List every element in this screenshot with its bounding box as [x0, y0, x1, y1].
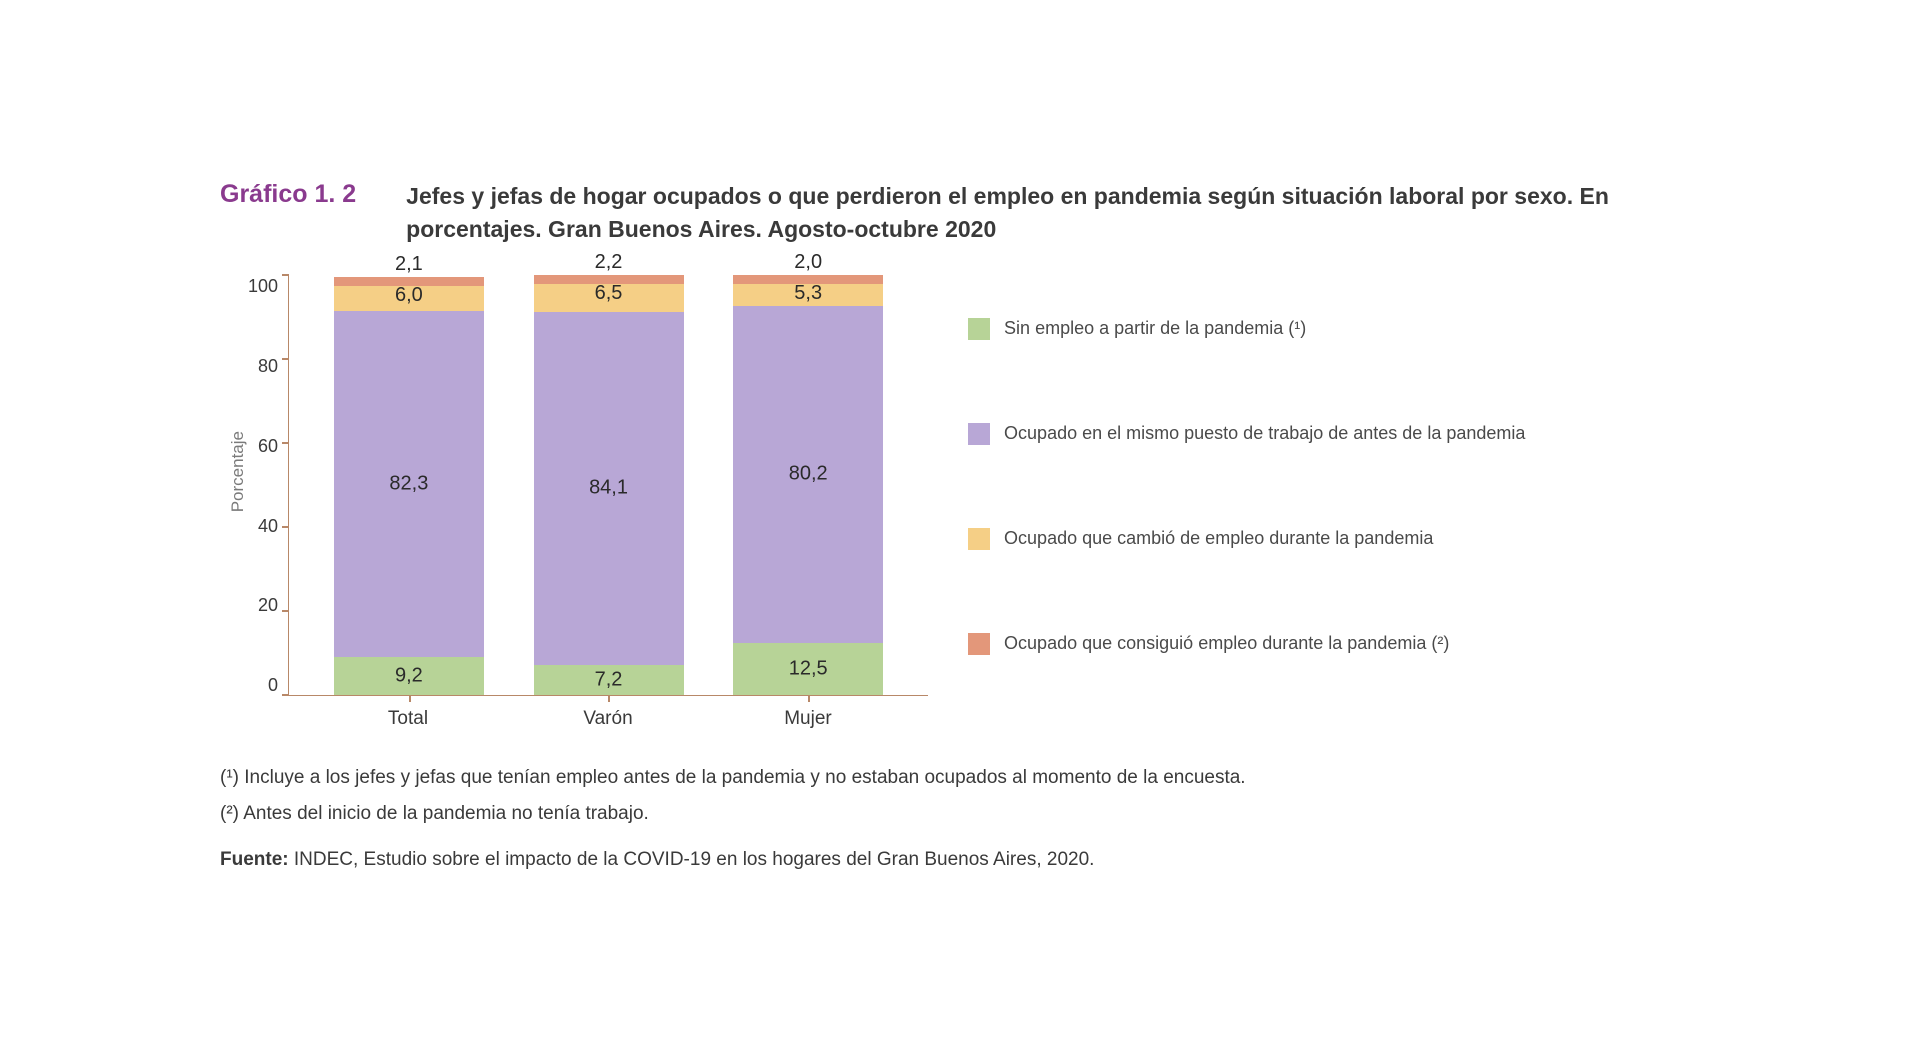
- footnotes: (¹) Incluye a los jefes y jefas que tení…: [220, 760, 1700, 878]
- plot-area: 9,2 82,3 6,02,1 7,2 84,1 6,52,2 12,5 80,2 5,32,0: [288, 276, 928, 696]
- legend-label: Ocupado que cambió de empleo durante la …: [1004, 528, 1433, 549]
- bar-column: 12,5 80,2 5,32,0: [733, 275, 883, 695]
- chart-left: Porcentaje 100 80 60 40 20 0 9,2 82,3 6,02,1 7,2…: [220, 276, 928, 730]
- figure-container: Gráfico 1. 2 Jefes y jefas de hogar ocup…: [190, 160, 1730, 899]
- bar-segment-consiguio_empleo: 2,1: [334, 277, 484, 286]
- figure-header: Gráfico 1. 2 Jefes y jefas de hogar ocup…: [220, 180, 1700, 247]
- bar-value-label: 6,0: [334, 284, 484, 307]
- y-tick-label: 60: [258, 436, 278, 457]
- source-label: Fuente:: [220, 849, 289, 870]
- legend-label: Ocupado que consiguió empleo durante la …: [1004, 633, 1449, 654]
- bar-value-label: 6,5: [534, 282, 684, 305]
- bar-segment-consiguio_empleo: 2,2: [534, 275, 684, 284]
- chart-row: Porcentaje 100 80 60 40 20 0 9,2 82,3 6,02,1 7,2…: [220, 276, 1700, 730]
- bar-column: 7,2 84,1 6,52,2: [534, 275, 684, 695]
- legend-swatch: [968, 318, 990, 340]
- x-tick-label: Total: [333, 708, 483, 730]
- figure-title: Jefes y jefas de hogar ocupados o que pe…: [406, 180, 1700, 247]
- legend: Sin empleo a partir de la pandemia (¹) Oc…: [968, 276, 1525, 696]
- legend-item: Ocupado que cambió de empleo durante la …: [968, 528, 1525, 550]
- bar-segment-cambio_empleo: 5,3: [733, 284, 883, 306]
- bar-stack: 9,2 82,3 6,02,1: [334, 275, 484, 695]
- bar-segment-mismo_puesto: 82,3: [334, 311, 484, 657]
- source-text: INDEC, Estudio sobre el impacto de la CO…: [289, 849, 1095, 870]
- y-tick-label: 100: [248, 276, 278, 297]
- bar-segment-mismo_puesto: 80,2: [733, 306, 883, 643]
- legend-item: Ocupado en el mismo puesto de trabajo de…: [968, 423, 1525, 445]
- bar-value-label: 82,3: [334, 472, 484, 495]
- bar-column: 9,2 82,3 6,02,1: [334, 275, 484, 695]
- x-tick-label: Mujer: [733, 708, 883, 730]
- bar-value-label: 2,1: [334, 253, 484, 276]
- legend-swatch: [968, 633, 990, 655]
- y-tick-label: 0: [268, 675, 278, 696]
- bar-segment-consiguio_empleo: 2,0: [733, 275, 883, 283]
- bar-value-label: 2,2: [534, 251, 684, 274]
- bar-segment-cambio_empleo: 6,5: [534, 284, 684, 311]
- bar-segment-mismo_puesto: 84,1: [534, 312, 684, 665]
- legend-label: Sin empleo a partir de la pandemia (¹): [1004, 318, 1306, 339]
- legend-label: Ocupado en el mismo puesto de trabajo de…: [1004, 423, 1525, 444]
- y-axis-ticks: 100 80 60 40 20 0: [248, 276, 288, 696]
- source-line: Fuente: INDEC, Estudio sobre el impacto …: [220, 842, 1700, 878]
- bar-segment-cambio_empleo: 6,0: [334, 286, 484, 311]
- bar-value-label: 12,5: [733, 657, 883, 680]
- bar-value-label: 2,0: [733, 251, 883, 274]
- figure-number: Gráfico 1. 2: [220, 180, 356, 209]
- bar-stack: 12,5 80,2 5,32,0: [733, 275, 883, 695]
- bar-value-label: 7,2: [534, 669, 684, 692]
- bar-value-label: 84,1: [534, 477, 684, 500]
- bar-value-label: 5,3: [733, 282, 883, 305]
- footnote-1: (¹) Incluye a los jefes y jefas que tení…: [220, 760, 1700, 796]
- legend-item: Sin empleo a partir de la pandemia (¹): [968, 318, 1525, 340]
- bar-segment-sin_empleo: 7,2: [534, 665, 684, 695]
- bar-value-label: 80,2: [733, 463, 883, 486]
- legend-swatch: [968, 528, 990, 550]
- x-tick-label: Varón: [533, 708, 683, 730]
- bar-segment-sin_empleo: 12,5: [733, 643, 883, 696]
- y-tick-label: 80: [258, 356, 278, 377]
- y-tick-label: 20: [258, 595, 278, 616]
- legend-item: Ocupado que consiguió empleo durante la …: [968, 633, 1525, 655]
- footnote-2: (²) Antes del inicio de la pandemia no t…: [220, 796, 1700, 832]
- y-tick-label: 40: [258, 516, 278, 537]
- y-axis-label: Porcentaje: [220, 431, 248, 512]
- legend-swatch: [968, 423, 990, 445]
- bar-value-label: 9,2: [334, 664, 484, 687]
- bar-stack: 7,2 84,1 6,52,2: [534, 275, 684, 695]
- bar-segment-sin_empleo: 9,2: [334, 657, 484, 696]
